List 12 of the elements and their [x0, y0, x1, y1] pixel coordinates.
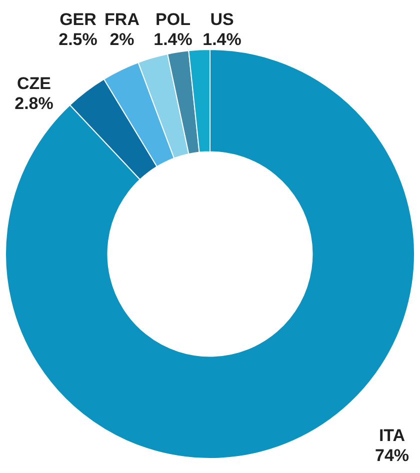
data-label: 1.4%	[202, 30, 242, 50]
data-label: 1.4%	[154, 30, 192, 50]
data-label: 2%	[110, 30, 134, 50]
data-label: 74%	[374, 446, 410, 466]
data-label: 2.5%	[58, 30, 98, 50]
slice-label: GER	[60, 10, 96, 30]
data-label: 2.8%	[14, 94, 54, 114]
slice-label: CZE	[17, 74, 51, 94]
slice-label: POL	[156, 10, 190, 30]
slice-label: FRA	[104, 10, 140, 30]
slice-label: ITA	[378, 426, 406, 446]
slice-label: US	[210, 10, 234, 30]
